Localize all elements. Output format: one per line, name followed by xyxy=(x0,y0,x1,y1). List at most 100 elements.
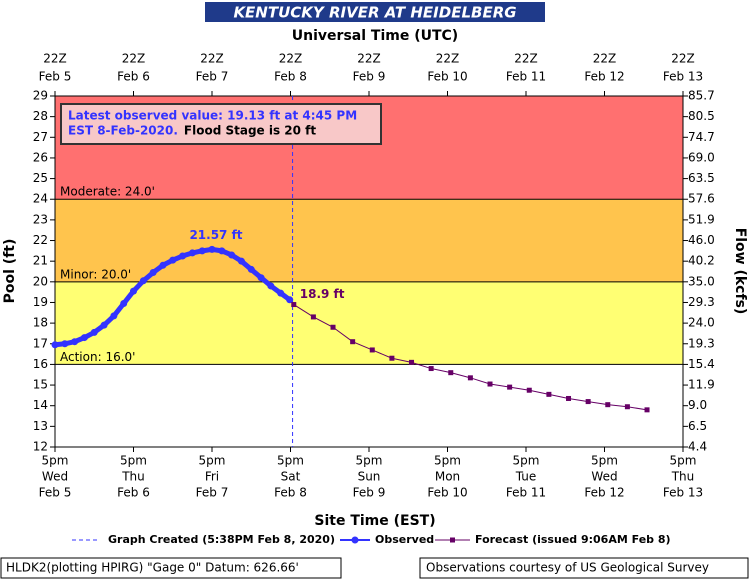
x2-tick-label: Feb 10 xyxy=(427,70,467,84)
forecast-point xyxy=(546,391,552,397)
x-tick-label: Feb 9 xyxy=(353,486,386,500)
info-box: Latest observed value: 19.13 ft at 4:45 … xyxy=(60,103,382,145)
observed-point xyxy=(247,265,255,273)
footer-box xyxy=(0,557,342,579)
threshold-label: Moderate: 24.0' xyxy=(60,185,155,199)
x2-tick-label: Feb 9 xyxy=(353,70,386,84)
y-tick-label: 29 xyxy=(33,89,48,103)
x-tick-label: Feb 10 xyxy=(427,486,467,500)
y-tick-label: 14 xyxy=(33,398,48,412)
info-text: EST 8-Feb-2020. xyxy=(68,124,178,138)
x-tick-label: 5pm xyxy=(591,454,618,468)
y-tick-label: 20 xyxy=(33,274,48,288)
x-tick-label: 5pm xyxy=(356,454,383,468)
y-tick-label: 12 xyxy=(33,440,48,454)
threshold-band xyxy=(55,281,683,365)
x-tick-label: Feb 5 xyxy=(39,486,72,500)
x-tick-label: 5pm xyxy=(42,454,69,468)
observed-point xyxy=(179,252,187,260)
x-tick-label: Fri xyxy=(205,470,219,484)
x-tick-label: Feb 11 xyxy=(506,486,546,500)
x-tick-label: Thu xyxy=(671,470,695,484)
x-tick-label: 5pm xyxy=(199,454,226,468)
threshold-band xyxy=(55,199,683,282)
observed-point xyxy=(208,245,216,253)
annotation: 21.57 ft xyxy=(189,228,242,242)
x-tick-label: 5pm xyxy=(120,454,147,468)
y2-tick-label: 15.4 xyxy=(688,357,715,371)
observed-point xyxy=(149,269,157,277)
x2-tick-label: Feb 7 xyxy=(196,70,229,84)
x2-tick-label: 22Z xyxy=(514,52,538,66)
footer-left: HLDK2(plotting HPIRG) "Gage 0" Datum: 62… xyxy=(6,561,299,575)
observed-point xyxy=(90,328,98,336)
y2-tick-label: 19.3 xyxy=(688,336,715,350)
forecast-point xyxy=(487,381,493,387)
y-tick-label: 17 xyxy=(33,336,48,350)
observed-point xyxy=(198,247,206,255)
y2-tick-label: 6.5 xyxy=(688,419,707,433)
y2-tick-label: 24.0 xyxy=(688,316,715,330)
legend-observed-marker xyxy=(351,536,359,544)
y-tick-label: 18 xyxy=(33,316,48,330)
observed-point xyxy=(139,277,147,285)
info-frame xyxy=(60,103,382,145)
observed-point xyxy=(100,321,108,329)
x-tick-label: Wed xyxy=(42,470,68,484)
threshold-label: Action: 16.0' xyxy=(60,350,135,364)
x-tick-label: Feb 12 xyxy=(584,486,624,500)
x-tick-label: Thu xyxy=(121,470,145,484)
footer-right: Observations courtesy of US Geological S… xyxy=(426,561,709,575)
x2-tick-label: 22Z xyxy=(122,52,146,66)
forecast-point xyxy=(585,399,591,405)
x2-tick-label: 22Z xyxy=(671,52,695,66)
y-tick-label: 27 xyxy=(33,130,48,144)
y-tick-label: 13 xyxy=(33,419,48,433)
observed-point xyxy=(71,338,79,346)
y-tick-label: 21 xyxy=(33,254,48,268)
forecast-point xyxy=(448,370,454,376)
forecast-point xyxy=(566,395,572,401)
x-tick-label: 5pm xyxy=(670,454,697,468)
y2-tick-label: 11.9 xyxy=(688,378,715,392)
legend-forecast-marker xyxy=(450,537,455,543)
observed-point xyxy=(110,312,118,320)
x2-tick-label: 22Z xyxy=(436,52,460,66)
observed-point xyxy=(169,256,177,264)
forecast-point xyxy=(350,339,356,345)
y2-tick-label: 85.7 xyxy=(688,89,715,103)
footer-box xyxy=(419,557,749,579)
x-tick-label: Mon xyxy=(435,470,460,484)
observed-point xyxy=(130,287,137,295)
x-axis-title: Site Time (EST) xyxy=(314,513,435,529)
forecast-point xyxy=(409,359,415,365)
x-tick-label: 5pm xyxy=(277,454,304,468)
y2-tick-label: 40.2 xyxy=(688,254,715,268)
x2-tick-label: Feb 5 xyxy=(39,70,72,84)
x-tick-label: Tue xyxy=(515,470,537,484)
legend-label: Forecast (issued 9:06AM Feb 8) xyxy=(475,533,671,546)
forecast-point xyxy=(644,407,650,413)
chart-title: KENTUCKY RIVER AT HEIDELBERG xyxy=(233,4,516,22)
observed-point xyxy=(267,282,275,290)
forecast-point xyxy=(330,324,336,330)
observed-point xyxy=(237,257,245,265)
x2-tick-label: 22Z xyxy=(279,52,303,66)
y-tick-label: 16 xyxy=(33,357,48,371)
top-axis-title: Universal Time (UTC) xyxy=(292,28,458,44)
x2-tick-label: Feb 11 xyxy=(506,70,546,84)
y-tick-label: 19 xyxy=(33,295,48,309)
forecast-point xyxy=(310,314,316,320)
y-tick-label: 15 xyxy=(33,378,48,392)
y2-tick-label: 35.0 xyxy=(688,274,715,288)
observed-point xyxy=(51,341,59,349)
x-tick-label: 5pm xyxy=(513,454,540,468)
y-axis-title: Pool (ft) xyxy=(2,239,18,304)
forecast-point xyxy=(507,384,513,390)
y2-tick-label: 29.3 xyxy=(688,295,715,309)
observed-point xyxy=(218,247,226,255)
x-tick-label: Sat xyxy=(281,470,301,484)
observed-point xyxy=(277,289,285,297)
y2-tick-label: 74.7 xyxy=(688,130,715,144)
y2-tick-label: 63.5 xyxy=(688,171,715,185)
